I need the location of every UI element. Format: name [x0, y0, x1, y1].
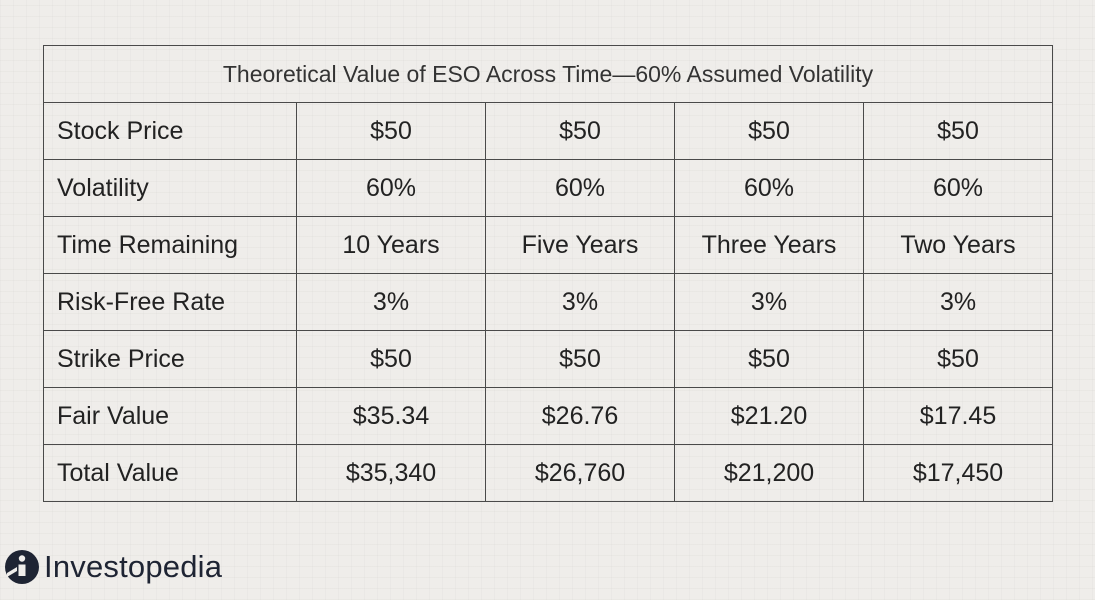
brand-name: Investopedia — [44, 549, 223, 584]
table-cell: 60% — [485, 159, 675, 217]
table-cell: $35,340 — [296, 444, 486, 502]
eso-table-container: Theoretical Value of ESO Across Time—60%… — [42, 45, 1054, 502]
table-title-row: Theoretical Value of ESO Across Time—60%… — [42, 45, 1054, 103]
table-cell: $50 — [485, 102, 675, 160]
table-cell: $17.45 — [862, 387, 1054, 445]
table-cell: $26.76 — [485, 387, 675, 445]
row-label: Risk-Free Rate — [43, 273, 297, 331]
row-label: Total Value — [43, 444, 297, 502]
table-cell: $50 — [674, 102, 864, 160]
table-cell: 60% — [862, 159, 1054, 217]
table-cell: Three Years — [674, 216, 864, 274]
row-label: Stock Price — [43, 102, 297, 160]
investopedia-logo-icon — [5, 550, 39, 584]
table-cell: Two Years — [862, 216, 1054, 274]
table-cell: $26,760 — [485, 444, 675, 502]
table-cell: $50 — [862, 102, 1054, 160]
table-cell: $21.20 — [674, 387, 864, 445]
table-cell: 60% — [674, 159, 864, 217]
table-cell: $50 — [862, 330, 1054, 388]
table-cell: 3% — [485, 273, 675, 331]
eso-value-table: Theoretical Value of ESO Across Time—60%… — [42, 45, 1054, 502]
table-cell: 3% — [296, 273, 486, 331]
table-cell: Five Years — [485, 216, 675, 274]
row-label: Volatility — [43, 159, 297, 217]
table-cell: $50 — [296, 102, 486, 160]
table-cell: $50 — [674, 330, 864, 388]
table-row: Time Remaining 10 Years Five Years Three Ye… — [43, 216, 1054, 274]
table-title: Theoretical Value of ESO Across Time—60%… — [42, 45, 1054, 103]
table-cell: 3% — [862, 273, 1054, 331]
table-row: Strike Price $50 $50 $50 $50 — [43, 330, 1054, 388]
table-row: Volatility 60% 60% 60% 60% — [43, 159, 1054, 217]
table-row: Risk-Free Rate 3% 3% 3% 3% — [43, 273, 1054, 331]
investopedia-logo: Investopedia — [4, 545, 222, 589]
table-cell: $50 — [296, 330, 486, 388]
table-cell: $17,450 — [862, 444, 1054, 502]
table-body: Stock Price $50 $50 $50 $50 Volatility 60% 60% 6… — [43, 102, 1054, 502]
table-cell: 3% — [674, 273, 864, 331]
table-row: Total Value $35,340 $26,760 $21,200 $17,450 — [43, 444, 1054, 502]
table-cell: $35.34 — [296, 387, 486, 445]
table-cell: $50 — [485, 330, 675, 388]
table-cell: 10 Years — [296, 216, 486, 274]
table-row: Fair Value $35.34 $26.76 $21.20 $17.45 — [43, 387, 1054, 445]
row-label: Fair Value — [43, 387, 297, 445]
row-label: Strike Price — [43, 330, 297, 388]
row-label: Time Remaining — [43, 216, 297, 274]
table-cell: 60% — [296, 159, 486, 217]
table-row: Stock Price $50 $50 $50 $50 — [43, 102, 1054, 160]
table-cell: $21,200 — [674, 444, 864, 502]
